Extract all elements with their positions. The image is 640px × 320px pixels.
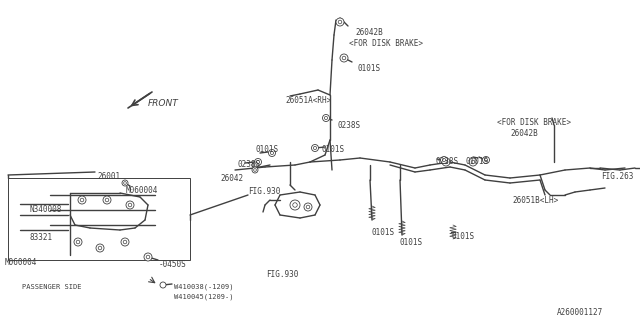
Text: 0101S: 0101S bbox=[400, 238, 423, 247]
Circle shape bbox=[123, 240, 127, 244]
Circle shape bbox=[336, 18, 344, 26]
Text: 0238S: 0238S bbox=[338, 121, 361, 130]
Bar bbox=[8, 178, 190, 260]
Circle shape bbox=[126, 201, 134, 209]
Circle shape bbox=[312, 145, 319, 151]
Circle shape bbox=[440, 156, 447, 164]
Circle shape bbox=[76, 240, 80, 244]
Circle shape bbox=[304, 203, 312, 211]
Circle shape bbox=[78, 196, 86, 204]
Text: FIG.930: FIG.930 bbox=[266, 270, 298, 279]
Text: 0101S: 0101S bbox=[322, 145, 345, 154]
Circle shape bbox=[314, 147, 317, 149]
Text: 0101S: 0101S bbox=[451, 232, 474, 241]
Circle shape bbox=[160, 282, 166, 288]
Text: 0101S: 0101S bbox=[255, 145, 278, 154]
Circle shape bbox=[257, 160, 260, 164]
Text: 0238S: 0238S bbox=[238, 160, 261, 169]
Circle shape bbox=[252, 167, 258, 173]
Circle shape bbox=[484, 158, 488, 162]
Circle shape bbox=[483, 156, 490, 164]
Text: 26051B<LH>: 26051B<LH> bbox=[512, 196, 558, 205]
Circle shape bbox=[144, 253, 152, 261]
Circle shape bbox=[96, 244, 104, 252]
Text: 0238S: 0238S bbox=[435, 157, 458, 166]
Circle shape bbox=[340, 54, 348, 62]
Text: A260001127: A260001127 bbox=[557, 308, 604, 317]
Circle shape bbox=[292, 203, 297, 207]
Circle shape bbox=[471, 160, 475, 164]
Circle shape bbox=[255, 158, 262, 165]
Text: 83321: 83321 bbox=[30, 233, 53, 242]
Text: FRONT: FRONT bbox=[148, 99, 179, 108]
Circle shape bbox=[342, 56, 346, 60]
Text: FIG.930: FIG.930 bbox=[248, 187, 280, 196]
Circle shape bbox=[103, 196, 111, 204]
Circle shape bbox=[269, 149, 275, 156]
Circle shape bbox=[124, 182, 126, 184]
Circle shape bbox=[128, 203, 132, 207]
Text: 26042B: 26042B bbox=[355, 28, 383, 37]
Circle shape bbox=[324, 116, 328, 120]
Circle shape bbox=[323, 115, 330, 122]
Circle shape bbox=[105, 198, 109, 202]
Circle shape bbox=[146, 255, 150, 259]
Circle shape bbox=[338, 20, 342, 24]
Text: N340008: N340008 bbox=[30, 205, 62, 214]
Circle shape bbox=[98, 246, 102, 250]
Text: 26042B: 26042B bbox=[510, 129, 538, 138]
Text: 26001: 26001 bbox=[97, 172, 120, 181]
Circle shape bbox=[252, 162, 258, 168]
Circle shape bbox=[469, 158, 477, 166]
Circle shape bbox=[121, 238, 129, 246]
Text: -0450S: -0450S bbox=[159, 260, 187, 269]
Circle shape bbox=[253, 169, 257, 171]
Circle shape bbox=[442, 158, 445, 162]
Text: W410038(-1209): W410038(-1209) bbox=[174, 284, 234, 291]
Text: 0101S: 0101S bbox=[358, 64, 381, 73]
Text: M060004: M060004 bbox=[126, 186, 158, 195]
Text: PASSENGER SIDE: PASSENGER SIDE bbox=[22, 284, 81, 290]
Text: 0101S: 0101S bbox=[466, 157, 489, 166]
Circle shape bbox=[74, 238, 82, 246]
Text: M060004: M060004 bbox=[5, 258, 37, 267]
Circle shape bbox=[444, 160, 448, 164]
Text: <FOR DISK BRAKE>: <FOR DISK BRAKE> bbox=[497, 118, 571, 127]
Text: 0101S: 0101S bbox=[372, 228, 395, 237]
Circle shape bbox=[122, 180, 128, 186]
Circle shape bbox=[80, 198, 84, 202]
Circle shape bbox=[442, 158, 450, 166]
Text: <FOR DISK BRAKE>: <FOR DISK BRAKE> bbox=[349, 39, 423, 48]
Circle shape bbox=[306, 205, 310, 209]
Text: W410045(1209-): W410045(1209-) bbox=[174, 293, 234, 300]
Text: 26042: 26042 bbox=[220, 174, 243, 183]
Circle shape bbox=[271, 151, 273, 155]
Text: FIG.263: FIG.263 bbox=[601, 172, 634, 181]
Text: 26051A<RH>: 26051A<RH> bbox=[285, 96, 332, 105]
Circle shape bbox=[290, 200, 300, 210]
Circle shape bbox=[253, 164, 257, 166]
